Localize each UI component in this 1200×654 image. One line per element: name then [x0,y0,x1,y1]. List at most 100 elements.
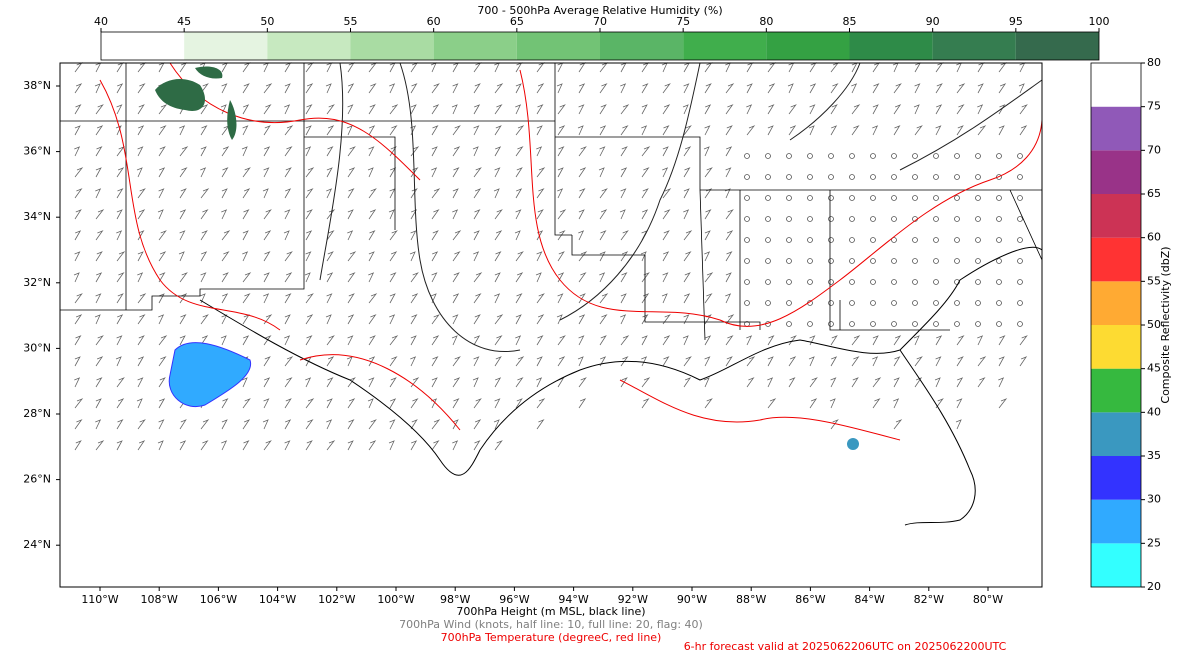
wind-barb [116,167,125,178]
wind-barb [599,83,608,94]
wind-barb [325,314,332,325]
clear-marker [1017,195,1023,201]
wind-barb [178,251,185,262]
wind-barb [115,125,122,136]
wind-barb [599,314,608,325]
wind-barb [284,83,291,94]
forecast-caption: 6-hr forecast valid at 2025062206UTC on … [684,640,1007,650]
wind-barb [284,104,291,115]
wind-barb [347,188,355,199]
wind-barb [200,419,210,430]
clear-marker [828,279,834,285]
wind-barb [494,83,504,94]
wind-barb [200,146,207,157]
clear-marker [786,258,792,264]
map-labels: 38°N 36°N 34°N 32°N 30°N 28°N 26°N 24°N 110°W 108… [23,79,1003,606]
reflectivity-tick-label: 25 [1147,536,1161,549]
wind-barb [515,104,522,115]
wind-barb [641,146,651,157]
reflectivity-tick-label: 35 [1147,449,1161,462]
clear-marker [933,195,939,201]
wind-barb [305,398,315,409]
wind-barb [368,293,378,304]
humidity-colorbar-title: 700 - 500hPa Average Relative Humidity (… [477,4,722,17]
reflectivity-colorbar: 20 25 30 35 40 45 50 55 60 65 70 75 80 [1090,56,1161,593]
wind-barb [493,188,500,199]
wind-barb [305,62,314,73]
wind-barb [179,230,186,241]
reflectivity-tick-label: 75 [1147,100,1161,113]
wind-barb [746,356,756,367]
wind-barb [347,314,355,325]
wind-barb [788,377,796,388]
humidity-swatch [766,32,850,60]
wind-barb [893,83,902,94]
wind-barb [410,188,418,199]
wind-barb [725,251,733,262]
wind-barb [137,419,146,430]
wind-barb [263,146,271,157]
reflectivity-swatch [1091,281,1141,325]
wind-barb [389,398,397,409]
wind-barb [935,83,943,94]
reflectivity-swatch [1091,106,1141,151]
wind-barb [725,356,733,367]
wind-barb [746,83,753,94]
wind-barb [1019,104,1028,115]
wind-barb [347,230,354,241]
wind-barb [95,230,104,241]
lon-label: 104°W [259,593,296,606]
wind-barb [179,167,188,178]
clear-marker [1017,153,1023,159]
wind-barb [619,209,626,220]
wind-barb [830,377,837,388]
wind-barb [557,125,566,136]
wind-barb [620,188,627,199]
wind-barb [662,125,670,136]
clear-marker [786,321,792,327]
wind-barb [326,335,335,346]
wind-barb [578,146,587,157]
wind-barb [305,146,312,157]
wind-barb [431,146,438,157]
wind-barb [767,356,774,367]
wind-barb [473,209,481,220]
wind-barb [368,125,376,136]
wind-barb [326,251,334,262]
wind-barb [620,62,627,73]
wind-barb [368,251,375,262]
humidity-swatch [932,32,1016,60]
wind-barb [452,83,459,94]
wind-barb [410,398,419,409]
wind-barb [956,62,963,73]
clear-marker [870,153,876,159]
wind-barb [725,314,735,325]
wind-barb [116,272,125,283]
wind-barb [536,377,543,388]
wind-barb [515,293,523,304]
wind-barb [74,83,83,94]
clear-marker [933,321,939,327]
clear-marker [744,279,750,285]
wind-barb [536,104,544,115]
wind-barb [221,209,228,220]
wind-barb [410,419,418,430]
wind-barb [430,62,437,73]
wind-barb [473,272,483,283]
wind-barb [368,377,375,388]
clear-marker [870,300,876,306]
humidity-swatch [101,32,185,60]
wind-barb [725,104,734,115]
wind-barb [557,188,564,199]
wind-barb [935,398,944,409]
wind-barb [410,62,419,73]
wind-barb [998,335,1006,346]
wind-barb [325,83,332,94]
clear-marker [912,174,918,180]
wind-barb [137,356,145,367]
clear-marker [828,195,834,201]
wind-barb [284,62,292,73]
wind-barb [242,335,250,346]
wind-barb [872,62,881,73]
wind-barb [431,167,438,178]
